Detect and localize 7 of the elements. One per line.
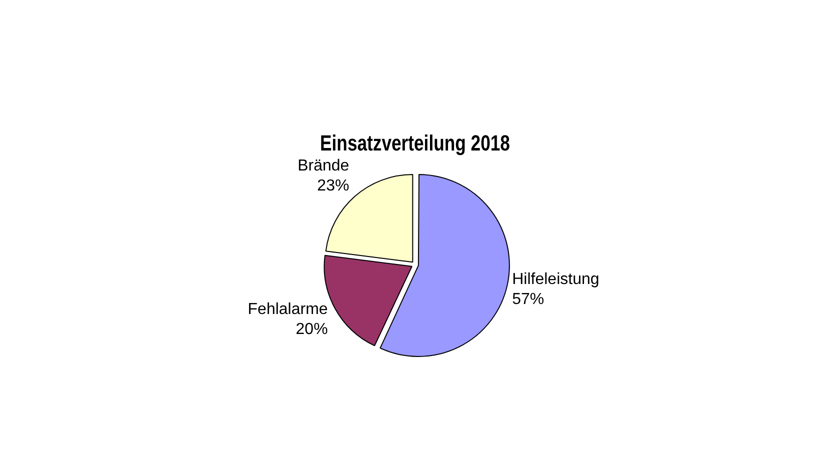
data-label: 57% <box>512 290 544 308</box>
data-label: 20% <box>296 320 328 338</box>
chart-title: Einsatzverteilung 2018 <box>320 132 510 156</box>
slice-label: Brände <box>298 157 350 174</box>
slice-label: Fehlalarme <box>248 300 328 318</box>
slice-label: Hilfeleistung <box>512 270 600 288</box>
data-label: 23% <box>317 177 350 194</box>
